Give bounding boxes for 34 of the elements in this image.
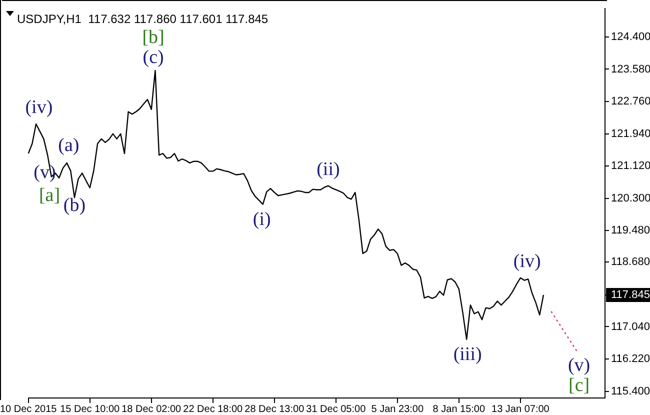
- annotation: (v): [568, 354, 590, 376]
- annotation: [a]: [38, 184, 60, 206]
- y-tick-label: 115.400: [611, 385, 650, 398]
- annotation: [c]: [568, 374, 590, 396]
- x-tick-label: 31 Dec 05:00: [306, 404, 366, 415]
- x-tick-label: 22 Dec 18:00: [183, 404, 244, 415]
- annotation: (a): [58, 134, 80, 156]
- x-tick-label: 18 Dec 02:00: [122, 404, 182, 415]
- annotation: [b]: [142, 26, 164, 48]
- annotation: (i): [252, 208, 271, 230]
- x-tick-label: 28 Dec 13:00: [244, 404, 305, 415]
- annotation: (c): [142, 46, 164, 68]
- y-tick-label: 119.480: [611, 224, 650, 237]
- annotation: (iv): [25, 96, 53, 118]
- y-tick-label: 124.400: [611, 30, 650, 43]
- y-tick-label: 121.940: [611, 128, 650, 140]
- annotation: (iii): [453, 344, 482, 365]
- y-tick-label: 117.845: [611, 289, 650, 302]
- y-tick-label: 117.040: [611, 320, 650, 333]
- chart-title: USDJPY,H1 117.632 117.860 117.601 117.845: [17, 12, 268, 26]
- x-tick-label: 5 Jan 23:00: [371, 404, 424, 415]
- y-tick-label: 118.680: [611, 256, 650, 268]
- annotation: (iv): [513, 250, 541, 272]
- annotation: (b): [63, 194, 86, 216]
- y-tick-label: 123.580: [611, 63, 650, 76]
- x-tick-label: 10 Dec 2015: [0, 404, 58, 415]
- x-tick-label: 13 Jan 07:00: [492, 404, 550, 415]
- y-tick-label: 116.220: [611, 353, 650, 366]
- y-tick-label: 121.120: [611, 160, 650, 172]
- y-tick-label: 122.760: [611, 96, 650, 108]
- x-tick-label: 15 Dec 10:00: [60, 404, 120, 415]
- annotation: (ii): [316, 158, 340, 180]
- y-tick-label: 120.300: [611, 192, 650, 204]
- x-tick-label: 8 Jan 15:00: [432, 404, 486, 415]
